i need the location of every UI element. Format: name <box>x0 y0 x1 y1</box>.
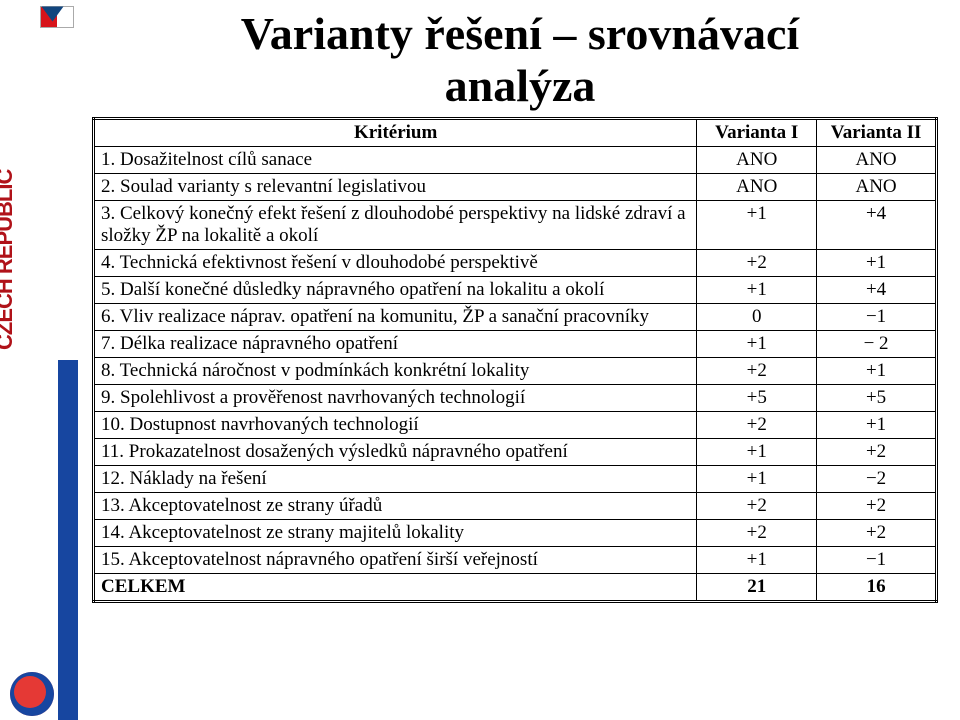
table-header-row: Kritérium Varianta I Varianta II <box>94 119 937 147</box>
criterion-cell: 1. Dosažitelnost cílů sanace <box>94 147 697 174</box>
left-sidebar: CZECH REPUBLIC DEVELOPMENT COOPERATION G… <box>0 0 78 720</box>
variant1-cell: +2 <box>697 493 817 520</box>
variant1-cell: +2 <box>697 412 817 439</box>
table-row: 5. Další konečné důsledky nápravného opa… <box>94 277 937 304</box>
header-variant1: Varianta I <box>697 119 817 147</box>
variant2-cell: ANO <box>817 147 937 174</box>
variant1-cell: +1 <box>697 331 817 358</box>
variant1-cell: +1 <box>697 547 817 574</box>
criterion-cell: 13. Akceptovatelnost ze strany úřadů <box>94 493 697 520</box>
title-line-2: analýza <box>445 60 596 111</box>
variant1-cell: +2 <box>697 520 817 547</box>
variant2-cell: ANO <box>817 174 937 201</box>
criterion-cell: 4. Technická efektivnost řešení v dlouho… <box>94 250 697 277</box>
criterion-cell: 7. Délka realizace nápravného opatření <box>94 331 697 358</box>
criterion-cell: 6. Vliv realizace náprav. opatření na ko… <box>94 304 697 331</box>
cz-line1: CZECH REPUBLIC <box>0 170 22 350</box>
variant2-cell: +1 <box>817 412 937 439</box>
table-total-row: CELKEM2116 <box>94 574 937 602</box>
variant2-cell: +5 <box>817 385 937 412</box>
criterion-cell: 8. Technická náročnost v podmínkách konk… <box>94 358 697 385</box>
variant2-cell: −1 <box>817 304 937 331</box>
variant2-cell: +1 <box>817 250 937 277</box>
geotest-arc-icon <box>10 672 54 716</box>
criterion-cell: 15. Akceptovatelnost nápravného opatření… <box>94 547 697 574</box>
variant1-cell: +2 <box>697 358 817 385</box>
variant2-cell: − 2 <box>817 331 937 358</box>
criterion-cell: 14. Akceptovatelnost ze strany majitelů … <box>94 520 697 547</box>
table-row: 9. Spolehlivost a prověřenost navrhovaný… <box>94 385 937 412</box>
variant1-cell: ANO <box>697 147 817 174</box>
table-row: 2. Soulad varianty s relevantní legislat… <box>94 174 937 201</box>
cz-line2: DEVELOPMENT COOPERATION <box>0 111 2 336</box>
variant2-cell: +4 <box>817 201 937 250</box>
header-variant2: Varianta II <box>817 119 937 147</box>
variant1-cell: 0 <box>697 304 817 331</box>
variant2-cell: +2 <box>817 439 937 466</box>
table-row: 6. Vliv realizace náprav. opatření na ko… <box>94 304 937 331</box>
criterion-cell: 3. Celkový konečný efekt řešení z dlouho… <box>94 201 697 250</box>
total-variant1: 21 <box>697 574 817 602</box>
table-row: 10. Dostupnost navrhovaných technologií+… <box>94 412 937 439</box>
variant1-cell: ANO <box>697 174 817 201</box>
variant1-cell: +1 <box>697 439 817 466</box>
czech-republic-block: CZECH REPUBLIC DEVELOPMENT COOPERATION <box>0 0 78 350</box>
variant2-cell: +4 <box>817 277 937 304</box>
variant2-cell: −2 <box>817 466 937 493</box>
main-content: Varianty řešení – srovnávací analýza Kri… <box>92 8 948 603</box>
table-row: 13. Akceptovatelnost ze strany úřadů+2+2 <box>94 493 937 520</box>
table-row: 14. Akceptovatelnost ze strany majitelů … <box>94 520 937 547</box>
variant1-cell: +1 <box>697 277 817 304</box>
variant1-cell: +1 <box>697 466 817 493</box>
czech-flag-icon <box>40 6 74 28</box>
criterion-cell: 10. Dostupnost navrhovaných technologií <box>94 412 697 439</box>
title-line-1: Varianty řešení – srovnávací <box>241 8 799 59</box>
criterion-cell: 2. Soulad varianty s relevantní legislat… <box>94 174 697 201</box>
variant1-cell: +1 <box>697 201 817 250</box>
geotest-logo: Geotest <box>0 360 78 720</box>
criterion-cell: 9. Spolehlivost a prověřenost navrhovaný… <box>94 385 697 412</box>
header-criterion: Kritérium <box>94 119 697 147</box>
variant1-cell: +5 <box>697 385 817 412</box>
variant2-cell: +1 <box>817 358 937 385</box>
table-row: 8. Technická náročnost v podmínkách konk… <box>94 358 937 385</box>
page-title: Varianty řešení – srovnávací analýza <box>92 8 948 111</box>
variant2-cell: +2 <box>817 520 937 547</box>
variant2-cell: −1 <box>817 547 937 574</box>
table-row: 7. Délka realizace nápravného opatření+1… <box>94 331 937 358</box>
table-row: 1. Dosažitelnost cílů sanaceANOANO <box>94 147 937 174</box>
criterion-cell: 11. Prokazatelnost dosažených výsledků n… <box>94 439 697 466</box>
table-row: 15. Akceptovatelnost nápravného opatření… <box>94 547 937 574</box>
table-row: 3. Celkový konečný efekt řešení z dlouho… <box>94 201 937 250</box>
total-label: CELKEM <box>94 574 697 602</box>
criterion-cell: 12. Náklady na řešení <box>94 466 697 493</box>
total-variant2: 16 <box>817 574 937 602</box>
table-row: 11. Prokazatelnost dosažených výsledků n… <box>94 439 937 466</box>
table-row: 12. Náklady na řešení+1−2 <box>94 466 937 493</box>
variant1-cell: +2 <box>697 250 817 277</box>
criterion-cell: 5. Další konečné důsledky nápravného opa… <box>94 277 697 304</box>
comparison-table: Kritérium Varianta I Varianta II 1. Dosa… <box>92 117 938 603</box>
geotest-bar <box>58 360 78 720</box>
variant2-cell: +2 <box>817 493 937 520</box>
table-row: 4. Technická efektivnost řešení v dlouho… <box>94 250 937 277</box>
